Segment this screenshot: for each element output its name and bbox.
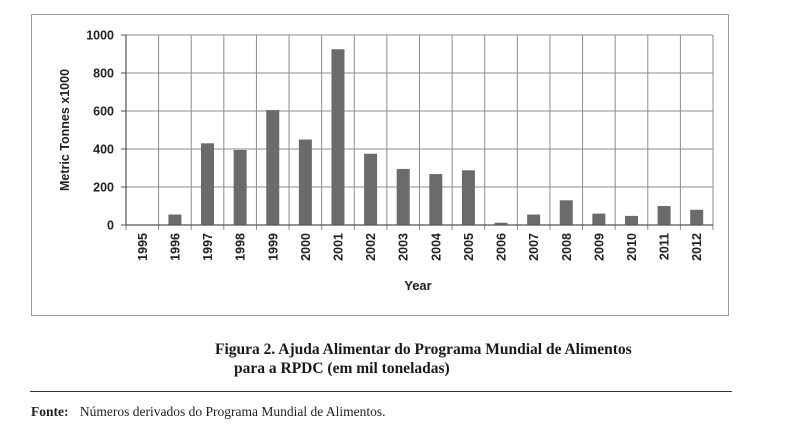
x-tick-label: 2003 [397, 233, 411, 261]
bar-2004 [429, 174, 443, 225]
chart-grid [125, 34, 714, 230]
y-tick-label: 200 [93, 181, 114, 195]
bar-1996 [168, 214, 182, 225]
bar-1997 [201, 143, 215, 225]
caption-line-1: Figura 2. Ajuda Alimentar do Programa Mu… [215, 341, 632, 358]
bar-2006 [494, 222, 508, 225]
y-axis-label: Metric Tonnes x1000 [58, 69, 72, 191]
bar-2009 [592, 213, 606, 225]
figure-caption: Figura 2. Ajuda Alimentar do Programa Mu… [215, 340, 632, 378]
bar-2003 [396, 168, 410, 225]
y-tick-label: 0 [107, 219, 114, 233]
y-tick-label: 800 [93, 67, 114, 81]
bar-1999 [266, 110, 280, 225]
x-tick-label: 2002 [364, 233, 378, 261]
x-tick-label: 1997 [201, 233, 215, 261]
caption-line-2: para a RPDC (em mil toneladas) [234, 360, 450, 377]
x-tick-label: 2010 [625, 233, 639, 261]
source-text: Números derivados do Programa Mundial de… [79, 404, 386, 419]
bar-1998 [233, 149, 247, 225]
y-tick-label: 400 [93, 143, 114, 157]
bar-2002 [364, 153, 378, 225]
x-tick-label: 1998 [234, 233, 248, 261]
bar-2008 [559, 200, 573, 225]
x-tick-label: 2006 [495, 233, 509, 261]
source-note: Fonte: Números derivados do Programa Mun… [31, 404, 385, 420]
x-tick-label: 2000 [299, 233, 313, 261]
bar-2010 [624, 215, 638, 225]
x-tick-label: 2001 [331, 233, 345, 261]
chart-bars [168, 49, 704, 225]
x-tick-label: 2004 [429, 233, 443, 261]
y-tick-label: 1000 [86, 29, 114, 43]
chart-frame [31, 14, 729, 316]
x-tick-label: 2007 [527, 233, 541, 261]
x-axis-label: Year [404, 278, 431, 293]
chart-axes [121, 34, 713, 226]
y-tick-labels: 0 200 400 600 800 1000 [86, 29, 114, 233]
x-tick-label: 1999 [266, 233, 280, 261]
divider [30, 391, 732, 392]
bar-2012 [690, 209, 704, 225]
bar-2005 [461, 170, 475, 225]
source-label: Fonte: [31, 404, 69, 419]
x-tick-label: 2009 [592, 233, 606, 261]
x-tick-label: 2012 [690, 233, 704, 261]
bar-2000 [298, 139, 312, 225]
x-tick-label: 2005 [462, 233, 476, 261]
x-tick-label: 1996 [168, 233, 182, 261]
bar-2001 [331, 49, 345, 225]
x-tick-label: 2011 [658, 233, 672, 260]
x-tick-label: 2008 [560, 233, 574, 261]
bar-2011 [657, 206, 671, 225]
x-tick-label: 1995 [136, 233, 150, 261]
y-tick-label: 600 [93, 105, 114, 119]
x-tick-labels: 1995 1996 1997 1998 1999 2000 2001 2002 2003 2004… [136, 233, 704, 261]
bar-chart: 0 200 400 600 800 1000 1995 1996 1997 1998 1999 20… [58, 29, 714, 293]
bar-2007 [527, 214, 541, 225]
